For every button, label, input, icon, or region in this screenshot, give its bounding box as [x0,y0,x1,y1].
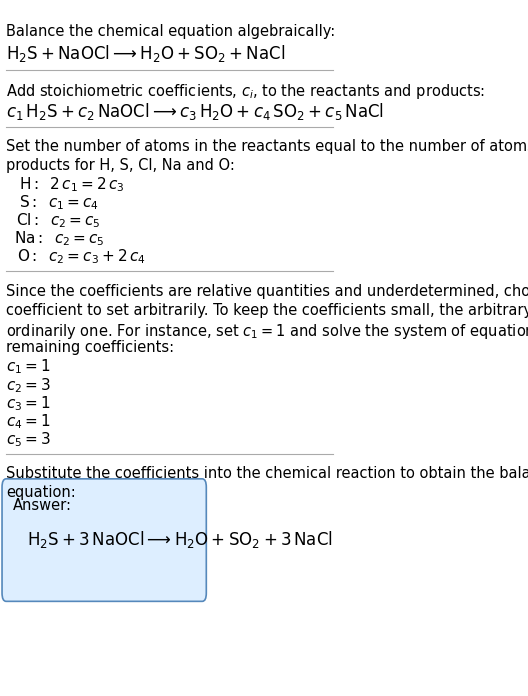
Text: Add stoichiometric coefficients, $c_i$, to the reactants and products:: Add stoichiometric coefficients, $c_i$, … [6,82,485,101]
Text: $c_4 = 1$: $c_4 = 1$ [6,412,51,431]
Text: ordinarily one. For instance, set $c_1 = 1$ and solve the system of equations fo: ordinarily one. For instance, set $c_1 =… [6,322,528,340]
Text: remaining coefficients:: remaining coefficients: [6,340,174,356]
Text: Since the coefficients are relative quantities and underdetermined, choose a: Since the coefficients are relative quan… [6,284,528,299]
Text: $\mathregular{Na:}\;\; c_2 = c_5$: $\mathregular{Na:}\;\; c_2 = c_5$ [14,230,105,248]
Text: products for H, S, Cl, Na and O:: products for H, S, Cl, Na and O: [6,158,235,173]
Text: $\mathregular{H_2S + 3\,NaOCl \longrightarrow H_2O + SO_2 + 3\,NaCl}$: $\mathregular{H_2S + 3\,NaOCl \longright… [27,529,333,550]
Text: Answer:: Answer: [13,498,72,514]
Text: Set the number of atoms in the reactants equal to the number of atoms in the: Set the number of atoms in the reactants… [6,139,528,155]
Text: $c_1 = 1$: $c_1 = 1$ [6,358,51,377]
Text: Balance the chemical equation algebraically:: Balance the chemical equation algebraica… [6,24,335,40]
Text: coefficient to set arbitrarily. To keep the coefficients small, the arbitrary va: coefficient to set arbitrarily. To keep … [6,303,528,318]
Text: $\mathregular{Cl:}\;\; c_2 = c_5$: $\mathregular{Cl:}\;\; c_2 = c_5$ [16,212,101,230]
Text: $c_1\, \mathregular{H_2S} + c_2\, \mathregular{NaOCl} \longrightarrow c_3\, \mat: $c_1\, \mathregular{H_2S} + c_2\, \mathr… [6,101,384,122]
Text: $\mathregular{O:}\;\; c_2 = c_3 + 2\,c_4$: $\mathregular{O:}\;\; c_2 = c_3 + 2\,c_4… [17,248,146,267]
Text: $\mathregular{H_2S + NaOCl \longrightarrow H_2O + SO_2 + NaCl}$: $\mathregular{H_2S + NaOCl \longrightarr… [6,43,286,64]
Text: $\mathregular{H:}\;\; 2\,c_1 = 2\,c_3$: $\mathregular{H:}\;\; 2\,c_1 = 2\,c_3$ [18,175,125,194]
Text: $c_5 = 3$: $c_5 = 3$ [6,430,51,449]
Text: equation:: equation: [6,485,76,500]
Text: $\mathregular{S:}\;\; c_1 = c_4$: $\mathregular{S:}\;\; c_1 = c_4$ [18,193,99,212]
FancyBboxPatch shape [2,479,206,601]
Text: $c_3 = 1$: $c_3 = 1$ [6,394,51,413]
Text: Substitute the coefficients into the chemical reaction to obtain the balanced: Substitute the coefficients into the che… [6,466,528,482]
Text: $c_2 = 3$: $c_2 = 3$ [6,376,51,395]
